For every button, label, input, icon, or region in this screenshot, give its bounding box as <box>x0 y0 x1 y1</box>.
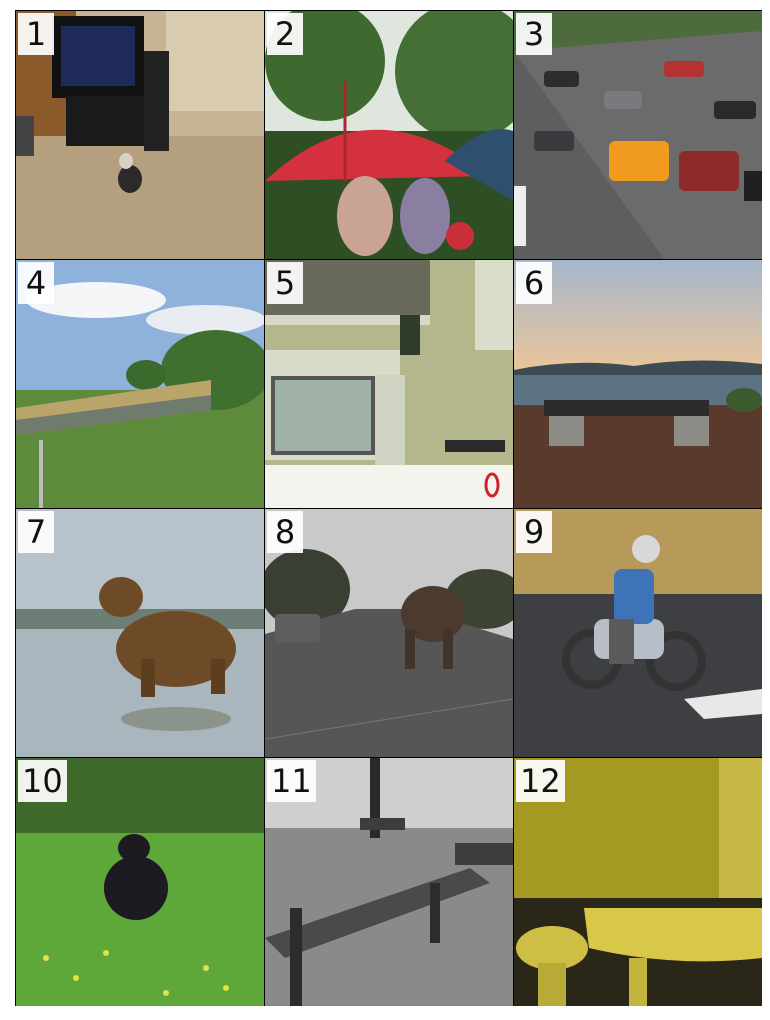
panel-11-label: 11 <box>267 760 316 802</box>
panel-5-label: 5 <box>267 262 303 304</box>
panel-7-image <box>16 509 264 757</box>
panel-10: 10 <box>16 758 264 1006</box>
panel-3-image <box>514 11 762 259</box>
panel-6-image <box>514 260 762 508</box>
panel-7-label: 7 <box>18 511 54 553</box>
panel-2-label: 2 <box>267 13 303 55</box>
panel-4-image <box>16 260 264 508</box>
panel-7: 7 <box>16 509 264 757</box>
panel-3-label: 3 <box>516 13 552 55</box>
panel-9-image <box>514 509 762 757</box>
panel-8-image <box>265 509 513 757</box>
panel-12: 12 <box>514 758 762 1006</box>
panel-8: 8 <box>265 509 513 757</box>
panel-4-label: 4 <box>18 262 54 304</box>
panel-5: 5 <box>265 260 513 508</box>
panel-6: 6 <box>514 260 762 508</box>
panel-3: 3 <box>514 11 762 259</box>
panel-9-label: 9 <box>516 511 552 553</box>
panel-4: 4 <box>16 260 264 508</box>
panel-12-label: 12 <box>516 760 565 802</box>
panel-1: 1 <box>16 11 264 259</box>
panel-5-image <box>265 260 513 508</box>
panel-1-image <box>16 11 264 259</box>
panel-11: 11 <box>265 758 513 1006</box>
panel-8-label: 8 <box>267 511 303 553</box>
image-grid: 1 2 <box>15 10 762 1006</box>
panel-6-label: 6 <box>516 262 552 304</box>
panel-9: 9 <box>514 509 762 757</box>
panel-10-label: 10 <box>18 760 67 802</box>
panel-2: 2 <box>265 11 513 259</box>
panel-1-label: 1 <box>18 13 54 55</box>
